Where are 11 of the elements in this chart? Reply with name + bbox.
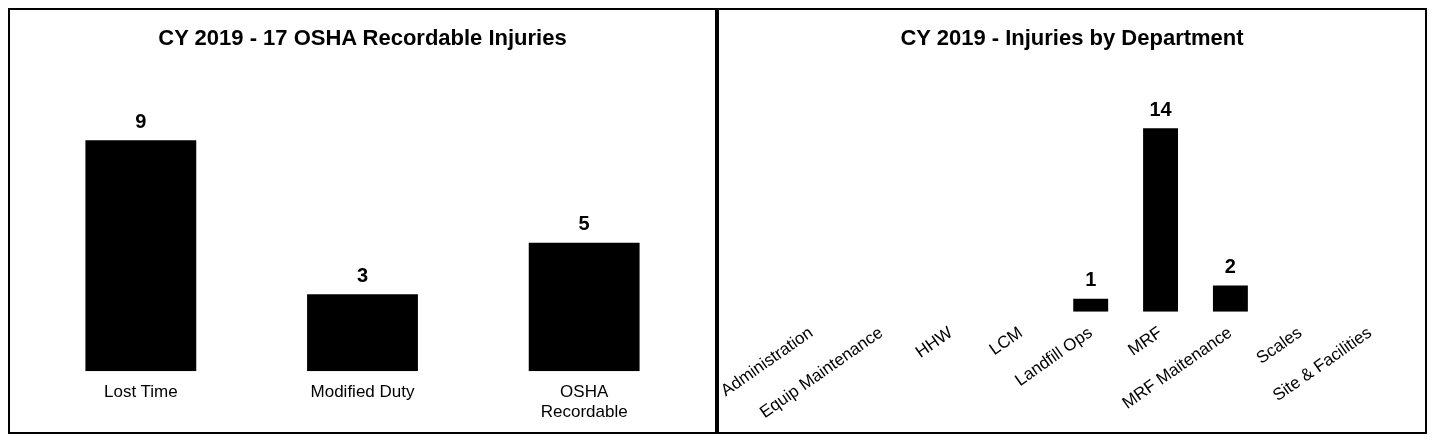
chart-title: CY 2019 - Injuries by Department — [900, 25, 1245, 51]
chart-title: CY 2019 - 17 OSHA Recordable Injuries — [158, 25, 567, 51]
x-tick-label: Lost Time — [103, 382, 178, 402]
x-tick-label: Modified Duty — [310, 382, 415, 402]
data-label: 5 — [578, 212, 590, 235]
data-label: 1 — [1085, 268, 1097, 291]
x-tick-label: OSHA Recordable — [540, 382, 628, 422]
data-label: 14 — [1149, 97, 1173, 120]
data-label: 3 — [356, 263, 369, 286]
data-label: 2 — [1224, 255, 1236, 278]
data-label: 9 — [135, 109, 147, 132]
